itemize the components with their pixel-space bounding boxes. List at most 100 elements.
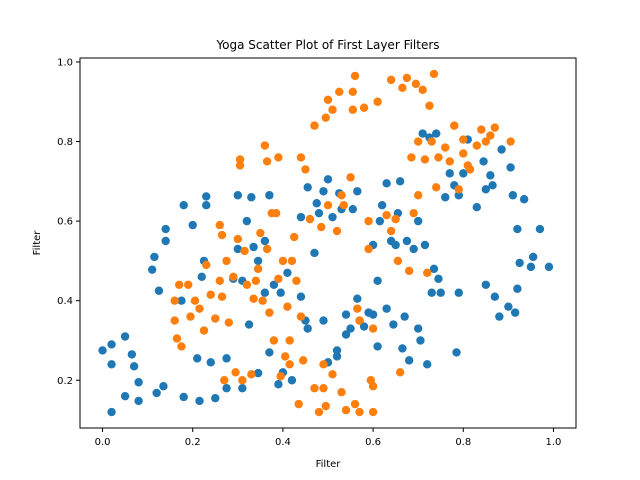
scatter-point-series-2-112 <box>429 69 439 79</box>
scatter-point-series-1-53 <box>296 212 306 222</box>
y-tick-label: 0.6 <box>57 217 73 228</box>
scatter-point-series-1-130 <box>513 224 522 234</box>
scatter-point-series-1-93 <box>400 312 409 321</box>
x-tick-label: 0.0 <box>95 437 111 448</box>
scatter-point-series-2-17 <box>217 292 227 301</box>
y-axis-label: Filter <box>32 230 43 256</box>
scatter-point-series-2-71 <box>332 226 342 236</box>
scatter-point-series-2-46 <box>280 352 290 361</box>
scatter-point-series-1-23 <box>195 396 204 406</box>
scatter-point-series-1-49 <box>276 288 285 297</box>
scatter-point-series-1-133 <box>519 195 529 204</box>
scatter-point-series-1-46 <box>265 348 274 357</box>
scatter-point-series-2-31 <box>251 276 261 285</box>
scatter-point-series-1-35 <box>238 384 247 393</box>
scatter-point-series-1-98 <box>413 324 423 333</box>
scatter-point-series-1-72 <box>346 324 355 333</box>
scatter-point-series-1-51 <box>283 268 292 278</box>
scatter-point-series-2-23 <box>233 234 243 244</box>
points-layer <box>98 69 554 417</box>
scatter-point-series-2-7 <box>186 312 195 321</box>
scatter-point-series-2-108 <box>420 155 430 164</box>
scatter-point-series-2-85 <box>359 103 369 112</box>
scatter-point-series-1-121 <box>486 171 495 180</box>
scatter-point-series-1-84 <box>377 201 387 210</box>
scatter-point-series-2-93 <box>382 210 391 220</box>
scatter-point-series-1-126 <box>504 302 513 311</box>
scatter-point-series-2-38 <box>265 308 274 317</box>
scatter-point-series-2-13 <box>211 314 220 323</box>
scatter-point-series-1-4 <box>107 407 116 417</box>
scatter-point-series-1-122 <box>488 181 497 190</box>
scatter-point-series-2-45 <box>278 256 288 266</box>
scatter-point-series-1-18 <box>177 296 186 305</box>
scatter-point-series-1-82 <box>373 276 382 285</box>
scatter-point-series-2-74 <box>337 387 346 397</box>
scatter-point-series-1-17 <box>161 236 170 246</box>
scatter-point-series-2-77 <box>346 173 355 182</box>
scatter-point-series-2-9 <box>195 304 204 313</box>
scatter-point-series-2-97 <box>393 256 403 266</box>
scatter-point-series-1-1 <box>98 346 107 355</box>
scatter-point-series-2-87 <box>364 244 373 254</box>
scatter-point-series-2-110 <box>425 101 434 110</box>
scatter-point-series-1-74 <box>353 294 362 303</box>
scatter-point-series-1-45 <box>265 191 274 200</box>
scatter-point-series-2-82 <box>353 304 362 313</box>
scatter-point-series-2-89 <box>368 382 378 391</box>
scatter-point-series-2-54 <box>296 153 306 162</box>
scatter-point-series-1-123 <box>490 292 500 301</box>
scatter-point-series-1-100 <box>418 129 427 138</box>
x-tick-label: 0.8 <box>455 437 471 448</box>
scatter-point-series-2-117 <box>450 121 459 130</box>
scatter-point-series-2-57 <box>301 165 310 174</box>
scatter-point-series-2-109 <box>423 268 432 278</box>
scatter-point-series-2-30 <box>249 294 258 303</box>
scatter-point-series-1-88 <box>389 320 398 329</box>
scatter-point-series-1-16 <box>161 224 170 234</box>
scatter-point-series-1-6 <box>120 391 130 401</box>
scatter-point-series-1-12 <box>150 252 159 262</box>
scatter-point-series-2-49 <box>285 360 294 369</box>
scatter-point-series-1-31 <box>222 384 231 393</box>
scatter-point-series-2-16 <box>217 230 227 240</box>
scatter-point-series-2-94 <box>386 75 396 85</box>
scatter-point-series-1-96 <box>409 244 418 254</box>
scatter-point-series-1-22 <box>193 354 202 363</box>
scatter-point-series-2-100 <box>402 73 412 83</box>
scatter-point-series-1-86 <box>382 304 391 313</box>
scatter-point-series-1-119 <box>481 185 491 194</box>
scatter-point-series-2-76 <box>341 405 351 415</box>
scatter-point-series-1-85 <box>382 179 391 188</box>
scatter-point-series-1-113 <box>454 288 463 297</box>
scatter-point-series-2-44 <box>276 372 285 381</box>
scatter-point-series-2-50 <box>287 256 297 266</box>
scatter-point-series-2-52 <box>292 276 301 285</box>
scatter-point-series-1-48 <box>274 380 283 389</box>
x-tick-label: 0.6 <box>365 437 381 448</box>
scatter-point-series-2-47 <box>283 302 292 311</box>
scatter-point-series-2-66 <box>321 113 330 122</box>
scatter-point-series-1-2 <box>107 340 116 349</box>
scatter-point-series-1-114 <box>454 191 463 200</box>
scatter-point-series-1-66 <box>332 352 342 361</box>
scatter-point-series-1-30 <box>222 354 231 363</box>
scatter-point-series-1-43 <box>260 288 270 297</box>
scatter-point-series-2-3 <box>172 334 182 343</box>
scatter-point-series-2-104 <box>411 79 421 89</box>
scatter-point-series-1-44 <box>260 236 270 246</box>
scatter-point-series-2-43 <box>274 153 283 162</box>
scatter-point-series-1-29 <box>211 393 220 403</box>
scatter-point-series-2-34 <box>258 296 267 305</box>
scatter-point-series-2-105 <box>413 137 423 146</box>
scatter-point-series-2-15 <box>215 220 224 230</box>
scatter-point-series-2-68 <box>323 201 333 210</box>
scatter-point-series-1-131 <box>513 284 522 293</box>
scatter-point-series-2-64 <box>319 384 328 393</box>
scatter-point-series-1-52 <box>287 376 297 385</box>
scatter-point-series-1-65 <box>328 212 337 222</box>
scatter-point-series-2-2 <box>170 316 179 325</box>
scatter-point-series-1-10 <box>134 396 143 406</box>
scatter-point-series-2-81 <box>350 399 360 409</box>
